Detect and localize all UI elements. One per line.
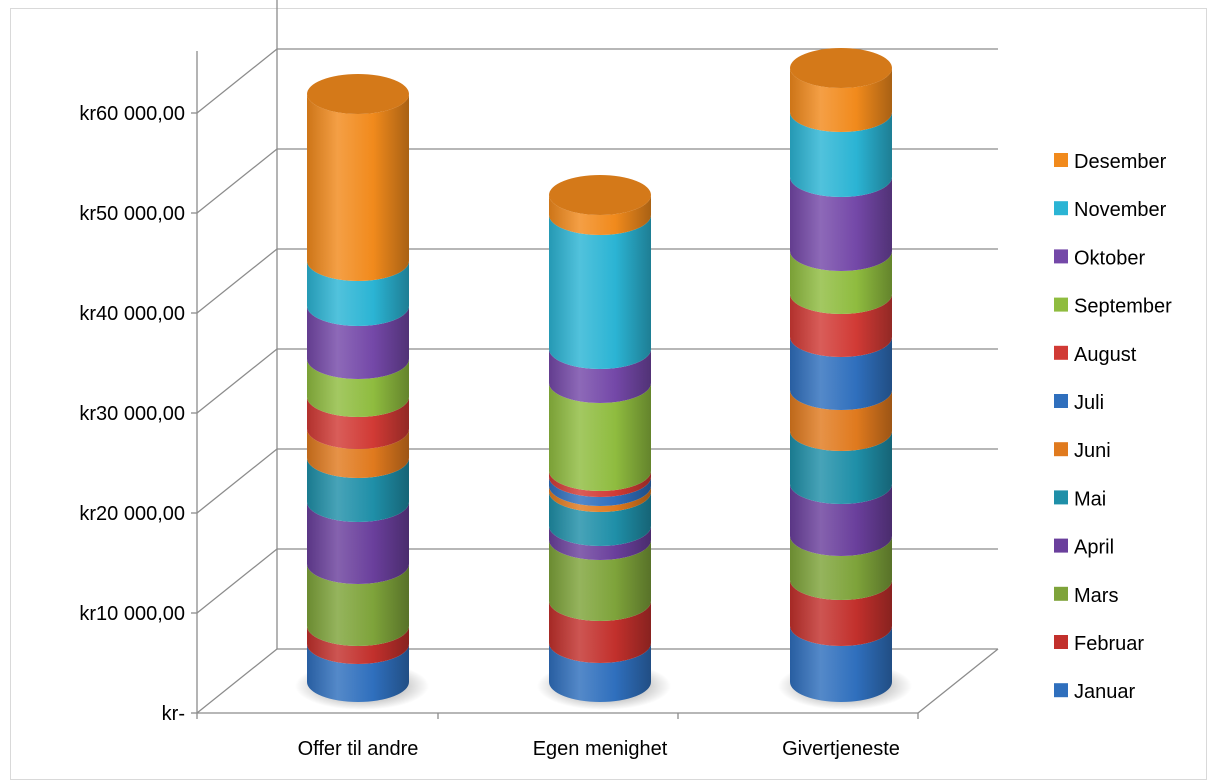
bar-segment-august	[549, 471, 651, 497]
gridline-diagonal	[196, 48, 278, 114]
y-tick-label: kr40 000,00	[79, 303, 185, 325]
bar-segment-mai	[307, 458, 409, 522]
bar-segment-april	[307, 502, 409, 584]
bar-segment-oktober	[790, 177, 892, 271]
legend: Desember November Oktober September August Ju…	[1054, 151, 1172, 703]
legend-label: Mars	[1074, 585, 1118, 607]
bar-stack-1	[537, 175, 671, 710]
legend-label: November	[1074, 199, 1167, 221]
bar-segment-november	[790, 112, 892, 197]
bar-segment-september	[790, 251, 892, 314]
bars	[295, 48, 912, 710]
y-axis-tick-labels: kr-kr10 000,00 kr20 000,00 kr30 000,00 kr40…	[79, 103, 185, 725]
legend-item-juli: Juli	[1054, 392, 1104, 414]
legend-swatch	[1054, 442, 1068, 457]
legend-item-januar: Januar	[1054, 681, 1135, 703]
bar-segment-mars	[307, 564, 409, 646]
legend-label: Februar	[1074, 633, 1144, 655]
legend-swatch	[1054, 345, 1068, 360]
bar-segment-november	[549, 215, 651, 369]
gridline-diagonal	[196, 548, 278, 614]
bar-segment-juni	[790, 390, 892, 451]
bar-segment-mai	[790, 431, 892, 504]
bar-segment-januar	[790, 626, 892, 702]
bar-segment-desember	[307, 94, 409, 281]
legend-swatch	[1054, 201, 1068, 216]
legend-label: Mai	[1074, 488, 1106, 510]
y-tick-label: kr50 000,00	[79, 203, 185, 225]
legend-item-oktober: Oktober	[1054, 247, 1145, 269]
bar-stack-0	[295, 74, 429, 710]
bar-stack-2	[778, 48, 912, 710]
legend-swatch	[1054, 153, 1068, 167]
bar-segment-oktober	[307, 306, 409, 379]
bar-segment-april	[549, 526, 651, 560]
legend-swatch	[1054, 635, 1068, 649]
y-tick-label: kr-	[162, 703, 185, 725]
bar-segment-januar	[549, 643, 651, 702]
legend-swatch	[1054, 683, 1068, 698]
bar-segment-februar	[790, 580, 892, 646]
legend-label: August	[1074, 344, 1137, 366]
legend-item-august: August	[1054, 344, 1137, 366]
y-tick-label: kr10 000,00	[79, 603, 185, 625]
legend-item-november: November	[1054, 199, 1167, 221]
gridline-diagonal	[196, 448, 278, 514]
bar-top-cap	[549, 175, 651, 215]
bar-segment-april	[790, 484, 892, 556]
legend-swatch	[1054, 490, 1068, 505]
x-tick-label: Offer til andre	[298, 738, 419, 760]
bar-segment-mars	[549, 540, 651, 621]
legend-item-februar: Februar	[1054, 633, 1144, 655]
legend-label: Januar	[1074, 681, 1135, 703]
floor-right-edge	[917, 648, 999, 714]
x-tick-label: Egen menighet	[533, 738, 668, 760]
bar-segment-oktober	[549, 349, 651, 403]
legend-item-desember: Desember	[1054, 151, 1167, 173]
bar-segment-august	[790, 294, 892, 357]
bar-segment-februar	[307, 626, 409, 664]
legend-swatch	[1054, 586, 1068, 601]
legend-label: Juni	[1074, 440, 1111, 462]
bar-segment-desember	[790, 68, 892, 132]
bar-segment-januar	[307, 644, 409, 702]
bar-segment-juli	[790, 337, 892, 410]
x-tick-label: Givertjeneste	[782, 738, 900, 760]
bar-top-cap	[790, 48, 892, 88]
legend-label: Juli	[1074, 392, 1104, 414]
gridline-diagonal	[196, 648, 278, 714]
bar-segment-juni	[549, 486, 651, 512]
x-axis-tick-labels: Offer til andre Egen menighet Givertjenest…	[298, 738, 900, 760]
bar-segment-november	[307, 261, 409, 326]
bar-segment-august	[307, 397, 409, 449]
legend-item-september: September	[1054, 296, 1172, 318]
bar-segment-september	[549, 383, 651, 491]
gridline-diagonal	[196, 348, 278, 414]
bar-segment-juli	[549, 477, 651, 506]
bar-segment-mars	[790, 536, 892, 600]
legend-label: April	[1074, 537, 1114, 559]
legend-swatch	[1054, 538, 1068, 553]
bar-segment-juni	[307, 429, 409, 478]
bar-segment-september	[307, 359, 409, 417]
bar-segment-februar	[549, 601, 651, 663]
legend-label: Desember	[1074, 151, 1167, 173]
bar-top-cap	[307, 74, 409, 114]
legend-item-mai: Mai	[1054, 488, 1106, 510]
gridline-diagonal	[196, 248, 278, 314]
y-tick-label: kr30 000,00	[79, 403, 185, 425]
y-tick-label: kr60 000,00	[79, 103, 185, 125]
legend-item-april: April	[1054, 537, 1114, 559]
legend-swatch	[1054, 249, 1068, 264]
y-tick-label: kr20 000,00	[79, 503, 185, 525]
bar-segment-mai	[549, 492, 651, 546]
legend-item-mars: Mars	[1054, 585, 1118, 607]
legend-item-juni: Juni	[1054, 440, 1111, 462]
legend-label: Oktober	[1074, 247, 1145, 269]
legend-label: September	[1074, 296, 1172, 318]
legend-swatch	[1054, 394, 1068, 408]
gridline-diagonal	[196, 148, 278, 214]
legend-swatch	[1054, 297, 1068, 312]
